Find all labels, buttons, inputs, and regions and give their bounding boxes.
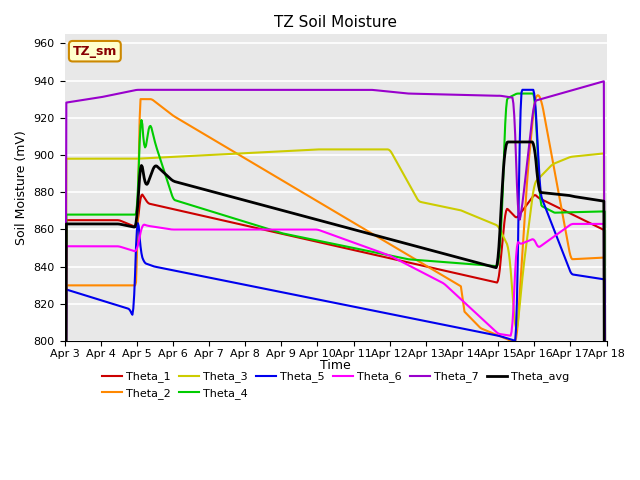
Theta_6 [569, 221, 577, 227]
Theta_2 [468, 317, 476, 323]
Line: Theta_3: Theta_3 [65, 149, 607, 480]
Theta_avg [380, 235, 388, 240]
Theta_5 [306, 295, 314, 300]
Theta_avg [422, 246, 430, 252]
Theta_4 [515, 91, 523, 96]
Theta_2 [422, 263, 430, 269]
Line: Theta_5: Theta_5 [65, 90, 607, 480]
Theta_7 [157, 87, 164, 93]
Theta_5 [157, 265, 164, 271]
Line: Theta_2: Theta_2 [65, 95, 607, 480]
Theta_avg [504, 139, 512, 145]
Theta_5 [380, 310, 388, 315]
Theta_6 [380, 251, 388, 256]
Theta_1 [157, 204, 165, 209]
Line: Theta_1: Theta_1 [65, 194, 607, 480]
Title: TZ Soil Moisture: TZ Soil Moisture [274, 15, 397, 30]
Theta_1 [201, 214, 209, 219]
Theta_6 [422, 272, 430, 277]
Theta_avg [468, 259, 476, 264]
Theta_4 [157, 157, 164, 163]
Theta_avg [200, 187, 208, 192]
Line: Theta_6: Theta_6 [65, 224, 607, 480]
Theta_3 [424, 201, 431, 206]
Theta_6 [468, 307, 476, 313]
Theta_2 [157, 103, 164, 109]
Theta_6 [157, 225, 164, 230]
Theta_3 [316, 146, 324, 152]
Theta_7 [306, 87, 314, 93]
Theta_2 [306, 194, 314, 200]
Legend: Theta_1, Theta_2, Theta_3, Theta_4, Theta_5, Theta_6, Theta_7, Theta_avg: Theta_1, Theta_2, Theta_3, Theta_4, Thet… [97, 367, 573, 403]
Theta_6 [306, 227, 314, 232]
Theta_3 [200, 152, 208, 158]
Theta_5 [422, 318, 430, 324]
Theta_4 [200, 206, 208, 212]
Theta_7 [422, 91, 430, 97]
Text: TZ_sm: TZ_sm [73, 45, 117, 58]
Theta_2 [380, 238, 388, 243]
Line: Theta_4: Theta_4 [65, 94, 607, 480]
Y-axis label: Soil Moisture (mV): Soil Moisture (mV) [15, 130, 28, 245]
Theta_4 [468, 262, 476, 267]
Theta_4 [380, 252, 388, 257]
Theta_7 [380, 88, 388, 94]
Theta_3 [306, 147, 314, 153]
Theta_3 [157, 155, 164, 160]
Theta_5 [200, 274, 208, 279]
Theta_3 [470, 213, 477, 218]
Theta_2 [534, 92, 541, 98]
Theta_1 [381, 254, 388, 260]
Line: Theta_avg: Theta_avg [65, 142, 607, 480]
Theta_avg [157, 167, 164, 172]
Theta_4 [306, 236, 314, 242]
Theta_1 [470, 275, 477, 280]
Theta_7 [468, 92, 476, 98]
Theta_5 [468, 328, 476, 334]
Line: Theta_7: Theta_7 [65, 81, 607, 480]
Theta_5 [518, 87, 526, 93]
Theta_1 [138, 192, 146, 197]
Theta_3 [381, 146, 388, 152]
Theta_1 [424, 264, 431, 270]
Theta_7 [600, 78, 608, 84]
Theta_6 [200, 227, 208, 232]
Theta_2 [200, 131, 208, 137]
Theta_4 [422, 258, 430, 264]
Theta_7 [200, 87, 208, 93]
Theta_1 [307, 238, 314, 243]
Theta_avg [306, 215, 314, 221]
X-axis label: Time: Time [320, 359, 351, 372]
